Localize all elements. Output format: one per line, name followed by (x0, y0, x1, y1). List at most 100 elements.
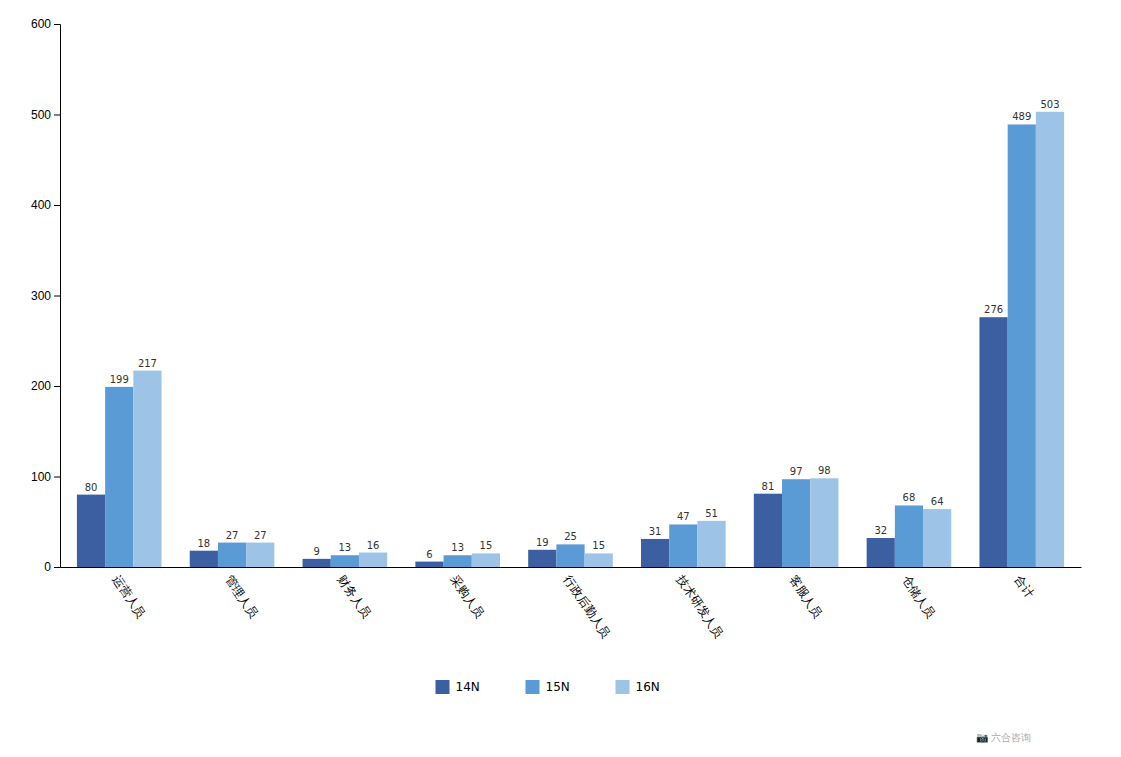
data-label: 18 (197, 538, 210, 549)
legend-swatch (526, 680, 540, 694)
tick-mark (54, 386, 60, 387)
legend: 14N15N16N (436, 680, 660, 694)
data-label: 9 (313, 546, 319, 557)
tick-label: 财务人员 (335, 573, 374, 620)
bar-series (133, 112, 1064, 567)
bar (556, 544, 584, 567)
tick: 管理人员 (222, 573, 261, 620)
data-label: 199 (110, 374, 129, 385)
tick-mark (54, 115, 60, 116)
tick: 300 (31, 289, 60, 303)
bar (923, 509, 951, 567)
bar (133, 371, 161, 567)
tick-label: 客服人员 (786, 573, 825, 620)
tick: 技术研发人员 (673, 572, 726, 640)
tick: 100 (31, 470, 60, 484)
tick: 客服人员 (786, 573, 825, 620)
data-label: 15 (480, 540, 493, 551)
tick-label: 管理人员 (222, 573, 261, 620)
bars (77, 112, 1064, 567)
data-label: 217 (138, 358, 157, 369)
chart: 8018961931813227619927131325479768489217… (0, 0, 1121, 757)
tick: 行政后勤人员 (561, 573, 614, 640)
data-label: 19 (536, 537, 549, 548)
tick: 600 (31, 17, 60, 31)
bar (810, 478, 838, 567)
bar (669, 524, 697, 567)
tick-label: 100 (31, 470, 51, 484)
bar (782, 479, 810, 567)
data-label: 13 (338, 542, 351, 553)
bar (77, 495, 105, 567)
bar (303, 559, 331, 567)
x-axis: 运营人员 管理人员 财务人员 采购人员 行政后勤人员 技术研发人员 客服人员 仓储人员 合计 (61, 568, 1082, 641)
bar (895, 505, 923, 567)
tick-mark (54, 567, 60, 568)
data-label: 27 (254, 530, 267, 541)
tick: 运营人员 (109, 573, 148, 620)
plot: 8018961931813227619927131325479768489217… (31, 17, 1082, 640)
bar (218, 543, 246, 567)
data-label: 98 (818, 465, 831, 476)
tick: 0 (44, 560, 60, 574)
data-label: 68 (903, 492, 916, 503)
data-label: 97 (790, 466, 803, 477)
bar (641, 539, 669, 567)
data-label: 276 (984, 304, 1003, 315)
data-label: 15 (592, 540, 605, 551)
tick: 400 (31, 198, 60, 212)
tick-label: 300 (31, 289, 51, 303)
bar (528, 550, 556, 567)
bar (415, 562, 443, 567)
tick-label: 仓储人员 (899, 573, 938, 620)
bar (697, 521, 725, 567)
bar (1036, 112, 1064, 567)
bar (190, 551, 218, 567)
bar-series (105, 124, 1036, 567)
tick: 仓储人员 (899, 573, 938, 620)
bar (585, 553, 613, 567)
tick: 采购人员 (448, 573, 487, 620)
bar (359, 553, 387, 567)
data-label: 6 (426, 549, 432, 560)
tick-label: 600 (31, 17, 51, 31)
bar (105, 387, 133, 567)
data-label: 13 (451, 542, 464, 553)
bar (1008, 124, 1036, 567)
data-label: 25 (564, 531, 577, 542)
tick: 200 (31, 379, 60, 393)
bar (444, 555, 472, 567)
bar (472, 553, 500, 567)
tick-mark (54, 205, 60, 206)
data-label: 51 (705, 508, 718, 519)
tick-label: 0 (44, 560, 51, 574)
bar (246, 543, 274, 567)
axis-line (61, 567, 1082, 568)
legend-item: 14N (436, 680, 480, 694)
legend-item: 15N (526, 680, 570, 694)
tick-label: 技术研发人员 (673, 572, 726, 640)
data-label: 27 (226, 530, 239, 541)
bar (979, 317, 1007, 567)
data-label: 80 (85, 482, 98, 493)
data-label: 81 (762, 481, 775, 492)
data-label: 16 (367, 540, 380, 551)
tick: 财务人员 (335, 573, 374, 620)
tick-mark (54, 296, 60, 297)
data-labels: 8018961931813227619927131325479768489217… (85, 99, 1060, 560)
tick: 合计 (1012, 573, 1037, 601)
bar (867, 538, 895, 567)
legend-label: 15N (546, 680, 570, 694)
tick-label: 采购人员 (448, 573, 487, 620)
tick-label: 200 (31, 379, 51, 393)
data-label: 64 (931, 496, 944, 507)
tick: 500 (31, 108, 60, 122)
legend-swatch (616, 680, 630, 694)
tick-label: 行政后勤人员 (561, 573, 614, 640)
watermark: 📷 六合咨询 (976, 732, 1031, 744)
tick-mark (54, 477, 60, 478)
tick-label: 运营人员 (109, 573, 148, 620)
y-axis: 0 100 200 300 400 500 600 (31, 17, 61, 574)
legend-swatch (436, 680, 450, 694)
data-label: 31 (649, 526, 662, 537)
